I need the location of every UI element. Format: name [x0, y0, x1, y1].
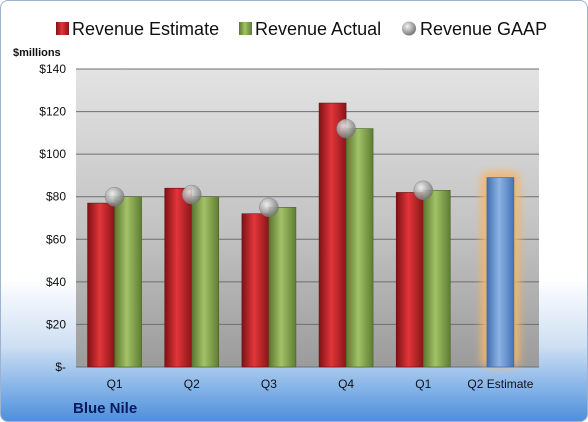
bar-revenue-estimate — [318, 102, 347, 368]
y-tick-label: $140 — [39, 62, 66, 76]
bar-revenue-actual — [345, 128, 374, 368]
plot-area — [76, 69, 539, 367]
gaap-markers — [104, 118, 433, 218]
legend-label-revenue-estimate: Revenue Estimate — [72, 19, 219, 39]
legend-label-revenue-actual: Revenue Actual — [255, 19, 381, 39]
legend: Revenue Estimate Revenue Actual Revenue … — [56, 19, 547, 39]
gridlines — [76, 68, 539, 368]
y-tick-label: $40 — [46, 275, 66, 289]
y-tick-label: $80 — [46, 190, 66, 204]
bar-revenue-estimate — [87, 202, 115, 368]
x-tick-label: Q4 — [338, 377, 354, 391]
company-label: Blue Nile — [73, 400, 137, 417]
x-tick-label: Q1 — [415, 377, 431, 391]
legend-swatch-revenue-actual — [239, 22, 252, 35]
marker-revenue-gaap — [182, 184, 202, 205]
x-tick-label: Q1 — [107, 377, 123, 391]
bar-revenue-estimate — [164, 187, 193, 368]
bar-revenue-actual — [422, 190, 451, 368]
y-tick-label: $- — [55, 360, 66, 374]
bar-revenue-estimate — [241, 213, 270, 368]
x-tick-label: Q3 — [261, 377, 277, 391]
x-tick-label: Q2 Estimate — [467, 377, 533, 391]
marker-revenue-gaap — [336, 118, 356, 139]
legend-swatch-revenue-estimate — [56, 22, 69, 35]
y-tick-label: $100 — [39, 147, 66, 161]
legend-marker-revenue-gaap — [402, 21, 416, 36]
bar-revenue-estimate — [486, 177, 515, 368]
y-axis-ticks: $- $20 $40 $60 $80 $100 $120 $140 — [39, 62, 66, 374]
bar-revenue-estimate — [395, 192, 424, 368]
bars — [87, 102, 515, 368]
x-axis-ticks: Q1 Q2 Q3 Q4 Q1 Q2 Estimate — [107, 377, 534, 391]
legend-label-revenue-gaap: Revenue GAAP — [420, 19, 547, 39]
marker-revenue-gaap — [413, 180, 433, 201]
y-axis-unit-label: $millions — [13, 47, 61, 59]
x-tick-label: Q2 — [184, 377, 200, 391]
bar-revenue-actual — [268, 207, 297, 368]
bar-revenue-actual — [114, 196, 142, 368]
marker-revenue-gaap — [104, 186, 125, 207]
y-tick-label: $120 — [39, 105, 66, 119]
y-tick-label: $20 — [46, 317, 66, 331]
bar-revenue-actual — [191, 196, 220, 368]
y-tick-label: $60 — [46, 232, 66, 246]
marker-revenue-gaap — [259, 197, 279, 218]
